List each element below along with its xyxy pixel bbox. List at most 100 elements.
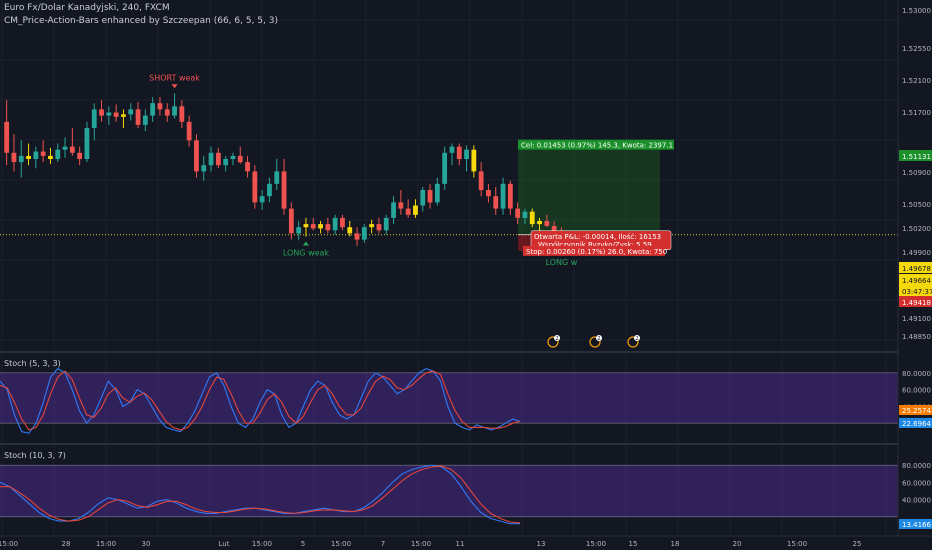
candle-body	[332, 217, 338, 231]
candle-body	[62, 146, 68, 150]
price-tick: 1.49100	[902, 315, 931, 323]
candle-body	[354, 233, 360, 240]
candle-body	[325, 224, 331, 231]
candle-body	[296, 227, 302, 234]
candle-body	[361, 227, 367, 240]
candle-body	[99, 109, 104, 116]
short-signal-label: SHORT weak	[149, 73, 200, 82]
candle-body	[340, 217, 345, 228]
candle-body	[456, 146, 462, 159]
event-count: 2	[635, 336, 638, 342]
stoch2-series-d	[0, 465, 521, 524]
stoch-k-tag-bg	[899, 418, 932, 428]
short-signal-arrow	[171, 84, 178, 89]
time-tick: 15:00	[787, 540, 807, 548]
long-signal-label: LONG w	[546, 258, 578, 267]
candle-body	[121, 114, 126, 117]
time-tick: 5	[301, 540, 305, 548]
price-tag-bg	[899, 274, 932, 285]
candle-body	[150, 103, 156, 116]
indicator-title: CM_Price-Action-Bars enhanced by Szczeep…	[4, 16, 278, 26]
position-tool[interactable]: Cel: 0.01453 (0.97%) 145.3, Kwota: 2397.…	[518, 139, 674, 256]
time-tick: 20	[733, 540, 742, 548]
candle-body	[230, 155, 236, 159]
time-tick: 11	[456, 540, 465, 548]
candle-body	[157, 103, 163, 110]
candle-body	[179, 106, 185, 122]
price-tick: 1.49418	[902, 299, 931, 307]
time-tick: 15:00	[96, 540, 116, 548]
event-count: 2	[597, 336, 600, 342]
time-tick: 28	[62, 540, 71, 548]
price-axis: 1.53000 1.52550 1.52100 1.51700 1.51131 1.509…	[897, 0, 932, 550]
price-tag-bg	[899, 262, 932, 273]
price-tick: 1.53000	[902, 7, 931, 15]
candle-body	[493, 196, 499, 209]
candle-body	[500, 183, 506, 209]
stoch-d-last: 25.2574	[902, 407, 931, 415]
candle-body	[113, 112, 119, 117]
stoch2-last: 13.4166	[902, 521, 931, 529]
candle-body	[478, 171, 484, 190]
long-signal-arrow	[302, 241, 309, 246]
candle-body	[405, 208, 411, 215]
stoch2-band	[0, 465, 898, 517]
grid	[0, 0, 932, 536]
candle-body	[259, 196, 265, 203]
time-tick: 30	[142, 540, 151, 548]
event-count: 2	[555, 336, 558, 342]
price-tick: 1.50900	[902, 169, 931, 177]
candle-body	[274, 171, 280, 184]
time-tick: 13	[537, 540, 546, 548]
position-zones	[0, 144, 898, 251]
stoch-tick: 60.0000	[902, 387, 931, 395]
candle-body	[142, 115, 148, 125]
candle-body	[318, 224, 323, 229]
candle-body	[398, 202, 404, 209]
stoch-pane-2: Stoch (10, 3, 7)	[0, 451, 898, 525]
candle-body	[391, 202, 396, 218]
candle-body	[281, 171, 287, 209]
price-tick: 1.49678	[902, 265, 931, 273]
candle-body	[223, 159, 229, 166]
event-count-badge	[596, 335, 602, 341]
stop-label: Stop: 0.00260 (0.17%) 26.0, Kwota: 750	[526, 248, 667, 256]
candle-body	[172, 106, 177, 116]
price-tag-bg	[899, 150, 932, 161]
price-tick: 1.49664	[902, 277, 931, 285]
candle-body	[537, 221, 542, 225]
stoch2-title: Stoch (10, 3, 7)	[4, 451, 66, 460]
time-axis: 15:00 28 15:00 30 Lut 15:00 5 15:00 7 15:00 11 13 15…	[0, 535, 932, 550]
candle-body	[310, 224, 316, 229]
candle-body	[164, 109, 170, 116]
candle-body	[245, 162, 250, 172]
stoch2-last-tag-bg	[899, 519, 932, 529]
stop-label-box	[523, 245, 665, 256]
candle-body	[471, 149, 477, 172]
price-tick: 1.51700	[902, 109, 931, 117]
candle-body	[347, 227, 353, 234]
candle-body	[383, 217, 389, 231]
stoch1-title: Stoch (5, 3, 3)	[4, 359, 61, 368]
price-tick: 1.49900	[902, 249, 931, 257]
price-tick: 1.50500	[902, 201, 931, 209]
candle-body	[77, 152, 83, 159]
candle-body	[135, 109, 141, 125]
stoch-tick: 40.0000	[902, 497, 931, 505]
price-tick: 03:47:37	[902, 288, 932, 296]
candle-body	[288, 208, 294, 234]
price-tick: 1.48850	[902, 333, 931, 341]
price-tick: 1.51131	[902, 153, 931, 161]
candle-body	[237, 155, 243, 163]
candle-body	[48, 155, 53, 159]
time-axis-bg	[0, 536, 932, 550]
time-tick: 15:00	[411, 540, 431, 548]
event-count-badge	[634, 335, 640, 341]
candle-body	[515, 208, 521, 218]
target-label: Cel: 0.01453 (0.97%) 145.3, Kwota: 2397.…	[521, 142, 673, 150]
candle-body	[4, 121, 10, 153]
stoch-k-last: 22.6964	[902, 420, 931, 428]
event-markers[interactable]: 2 2 2	[547, 335, 640, 348]
